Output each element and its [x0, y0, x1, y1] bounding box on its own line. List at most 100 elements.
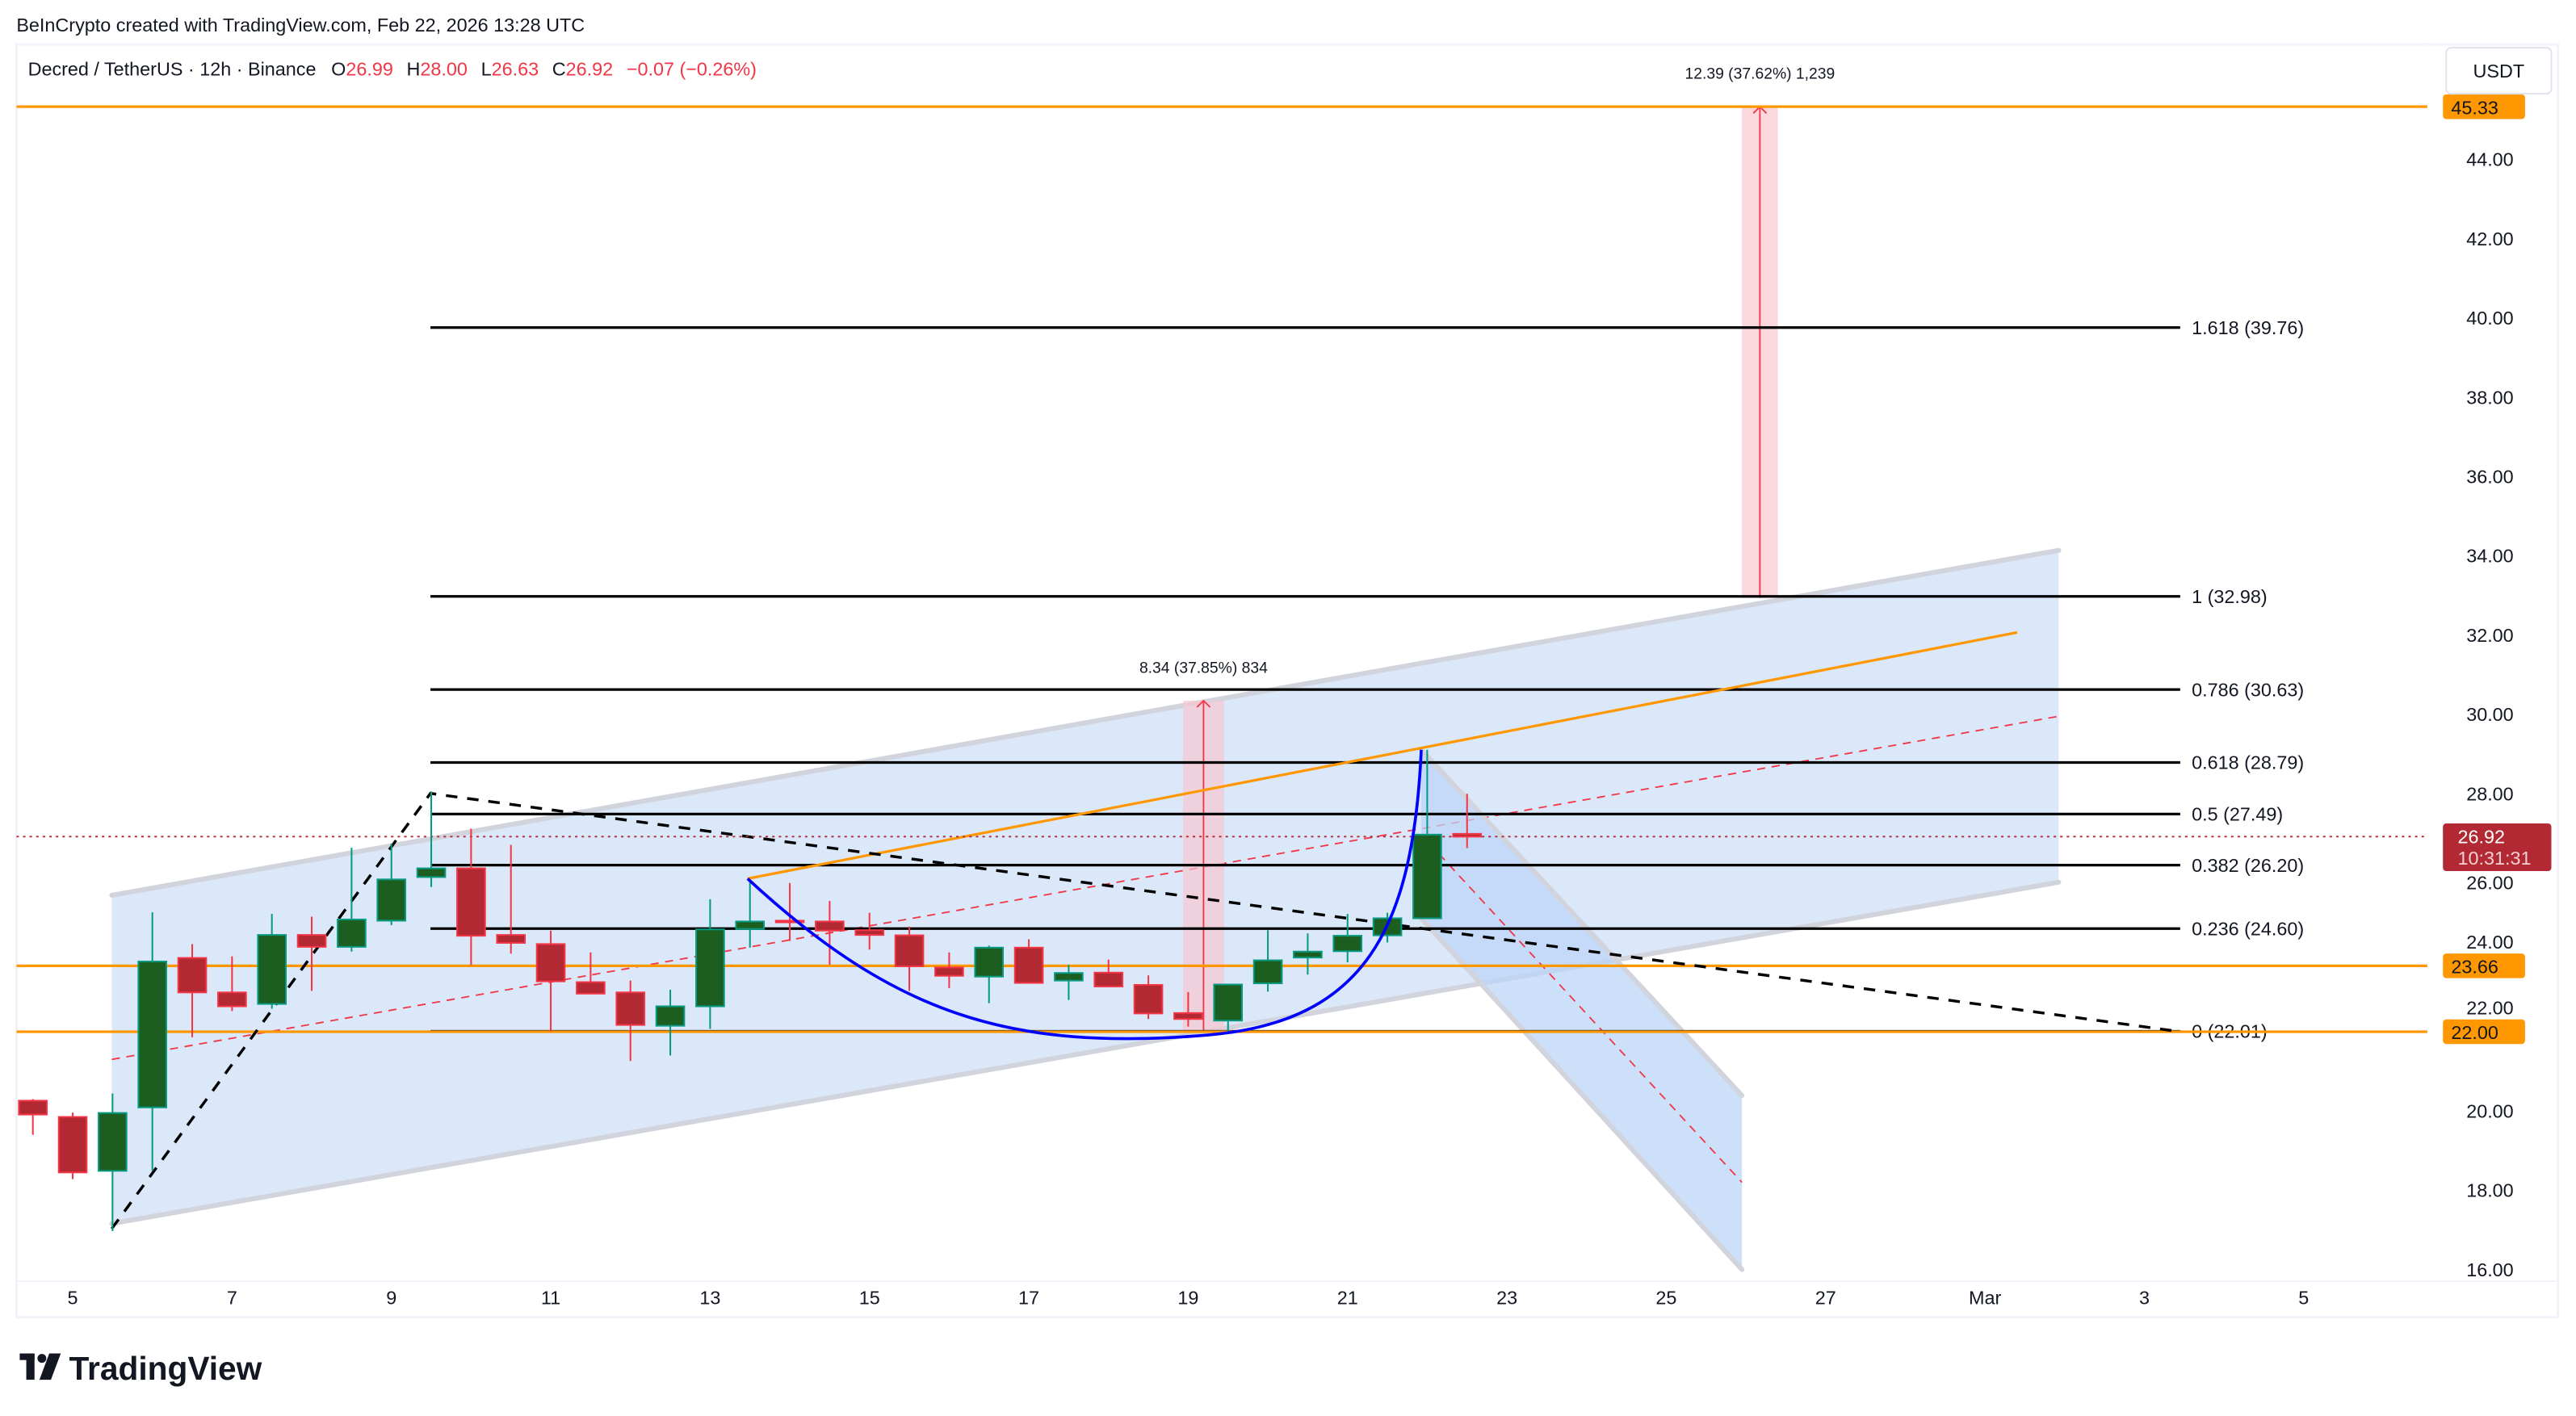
candle-body [1252, 959, 1283, 985]
current-price-badge [2443, 823, 2552, 872]
candle-body [137, 961, 168, 1108]
fib-level-label: 0.5 (27.49) [2192, 803, 2283, 824]
tradingview-logo[interactable]: TradingView [19, 1350, 262, 1387]
price-tick-label: 44.00 [2466, 149, 2514, 170]
rising-channel-upper[interactable] [109, 547, 2062, 899]
candle[interactable] [934, 952, 964, 988]
candle[interactable] [655, 989, 686, 1056]
candle-body [296, 934, 327, 948]
candle[interactable] [1213, 983, 1244, 1032]
candle[interactable] [1293, 933, 1323, 975]
candle-body [655, 1005, 686, 1027]
level-price-badge [2443, 1019, 2525, 1045]
time-tick-label: 21 [1337, 1288, 1358, 1309]
falling-channel-upper[interactable] [1418, 747, 1745, 1099]
price-tick-label: 18.00 [2466, 1180, 2514, 1201]
candle[interactable] [18, 1099, 48, 1135]
orange-trendline[interactable] [747, 630, 2018, 880]
time-tick-label: 9 [386, 1288, 396, 1309]
time-tick-label: 25 [1655, 1288, 1676, 1309]
candle-body [854, 929, 885, 936]
candle-body [535, 943, 566, 982]
candle[interactable] [735, 881, 766, 948]
candle-body [934, 966, 964, 977]
high-value: 28.00 [420, 59, 468, 80]
candle[interactable] [416, 791, 447, 887]
candle[interactable] [1452, 794, 1483, 848]
candle[interactable] [894, 926, 925, 991]
candle[interactable] [1133, 975, 1164, 1020]
candle[interactable] [1013, 939, 1044, 984]
plot-layer: 1.618 (39.76) 1 (32.98) 0.786 (30.63) 0.618… [16, 105, 2428, 1272]
candle[interactable] [337, 848, 367, 952]
fib-level-label: 0.618 (28.79) [2192, 752, 2304, 773]
candle[interactable] [137, 912, 168, 1171]
falling-channel-lower[interactable] [1418, 915, 1745, 1272]
candle[interactable] [217, 956, 247, 1012]
candle[interactable] [615, 980, 646, 1062]
currency-label: USDT [2473, 61, 2525, 82]
candle[interactable] [177, 944, 208, 1037]
candle[interactable] [854, 912, 885, 950]
price-axis[interactable]: 16.00 18.00 20.00 22.00 24.00 26.00 28.00 30.00… [2466, 149, 2514, 1280]
low-label: L [481, 59, 492, 80]
candle-body [815, 920, 845, 932]
rounded-bottom-curve[interactable] [746, 749, 1423, 1041]
candle[interactable] [1173, 991, 1203, 1027]
current-price-text: 26.92 [2458, 826, 2506, 847]
currency-button[interactable]: USDT [2445, 47, 2553, 95]
candle[interactable] [57, 1112, 88, 1179]
close-label: C [552, 59, 566, 80]
candle-body [1452, 832, 1483, 838]
candle[interactable] [576, 952, 606, 995]
candle[interactable] [535, 930, 566, 1032]
close-value: 26.92 [566, 59, 614, 80]
candle-body [376, 878, 407, 922]
legend-symbol: Decred / TetherUS · 12h · Binance [28, 59, 317, 80]
price-tick-label: 20.00 [2466, 1100, 2514, 1121]
change-value: −0.07 (−0.26%) [627, 59, 757, 80]
candle-body [257, 934, 287, 1005]
svg-text:Decred / TetherUS · 12h · Bina: Decred / TetherUS · 12h · Binance O26.99… [28, 59, 757, 80]
candle-body [1412, 833, 1442, 920]
candle[interactable] [1412, 749, 1442, 920]
tradingview-logo-text: TradingView [69, 1350, 262, 1387]
price-tick-label: 34.00 [2466, 546, 2514, 567]
candle[interactable] [1332, 914, 1363, 963]
price-tick-label: 26.00 [2466, 872, 2514, 893]
candle[interactable] [496, 844, 527, 954]
price-tick-label: 38.00 [2466, 387, 2514, 408]
candle[interactable] [815, 900, 845, 965]
time-axis[interactable]: 5 7 9 11 13 15 17 19 21 23 25 27 Mar 3 5 [16, 1280, 2558, 1309]
falling-channel-midline [1438, 853, 1743, 1183]
candle[interactable] [257, 914, 287, 1009]
candle[interactable] [695, 899, 725, 1029]
candle[interactable] [974, 945, 1005, 1003]
time-tick-label: 7 [227, 1288, 237, 1309]
candle-body [1213, 983, 1244, 1022]
candle-body [1293, 950, 1323, 959]
candle-body [98, 1112, 128, 1172]
candle-body [615, 991, 646, 1026]
candle[interactable] [1093, 959, 1124, 987]
fib-level-label: 1.618 (39.76) [2192, 317, 2304, 338]
candle[interactable] [774, 882, 805, 941]
candle-body [217, 991, 247, 1008]
measure-label-1: 8.34 (37.85%) 834 [1139, 660, 1268, 677]
candle[interactable] [456, 828, 486, 966]
candle[interactable] [98, 1093, 128, 1231]
price-tick-label: 16.00 [2466, 1259, 2514, 1280]
candle[interactable] [376, 844, 407, 925]
rising-channel-lower[interactable] [109, 879, 2062, 1226]
arrow-up-icon [1196, 699, 1211, 708]
candle-body [1013, 946, 1044, 984]
falling-channel-fill [1421, 749, 1743, 1270]
level-price-badge [2443, 953, 2525, 978]
level-price-badge [2443, 94, 2525, 119]
plot-area[interactable]: 1.618 (39.76) 1 (32.98) 0.786 (30.63) 0.618… [16, 66, 2428, 1272]
candle[interactable] [1252, 930, 1283, 992]
candle[interactable] [1054, 964, 1084, 1000]
high-label: H [407, 59, 421, 80]
candle[interactable] [296, 916, 327, 991]
